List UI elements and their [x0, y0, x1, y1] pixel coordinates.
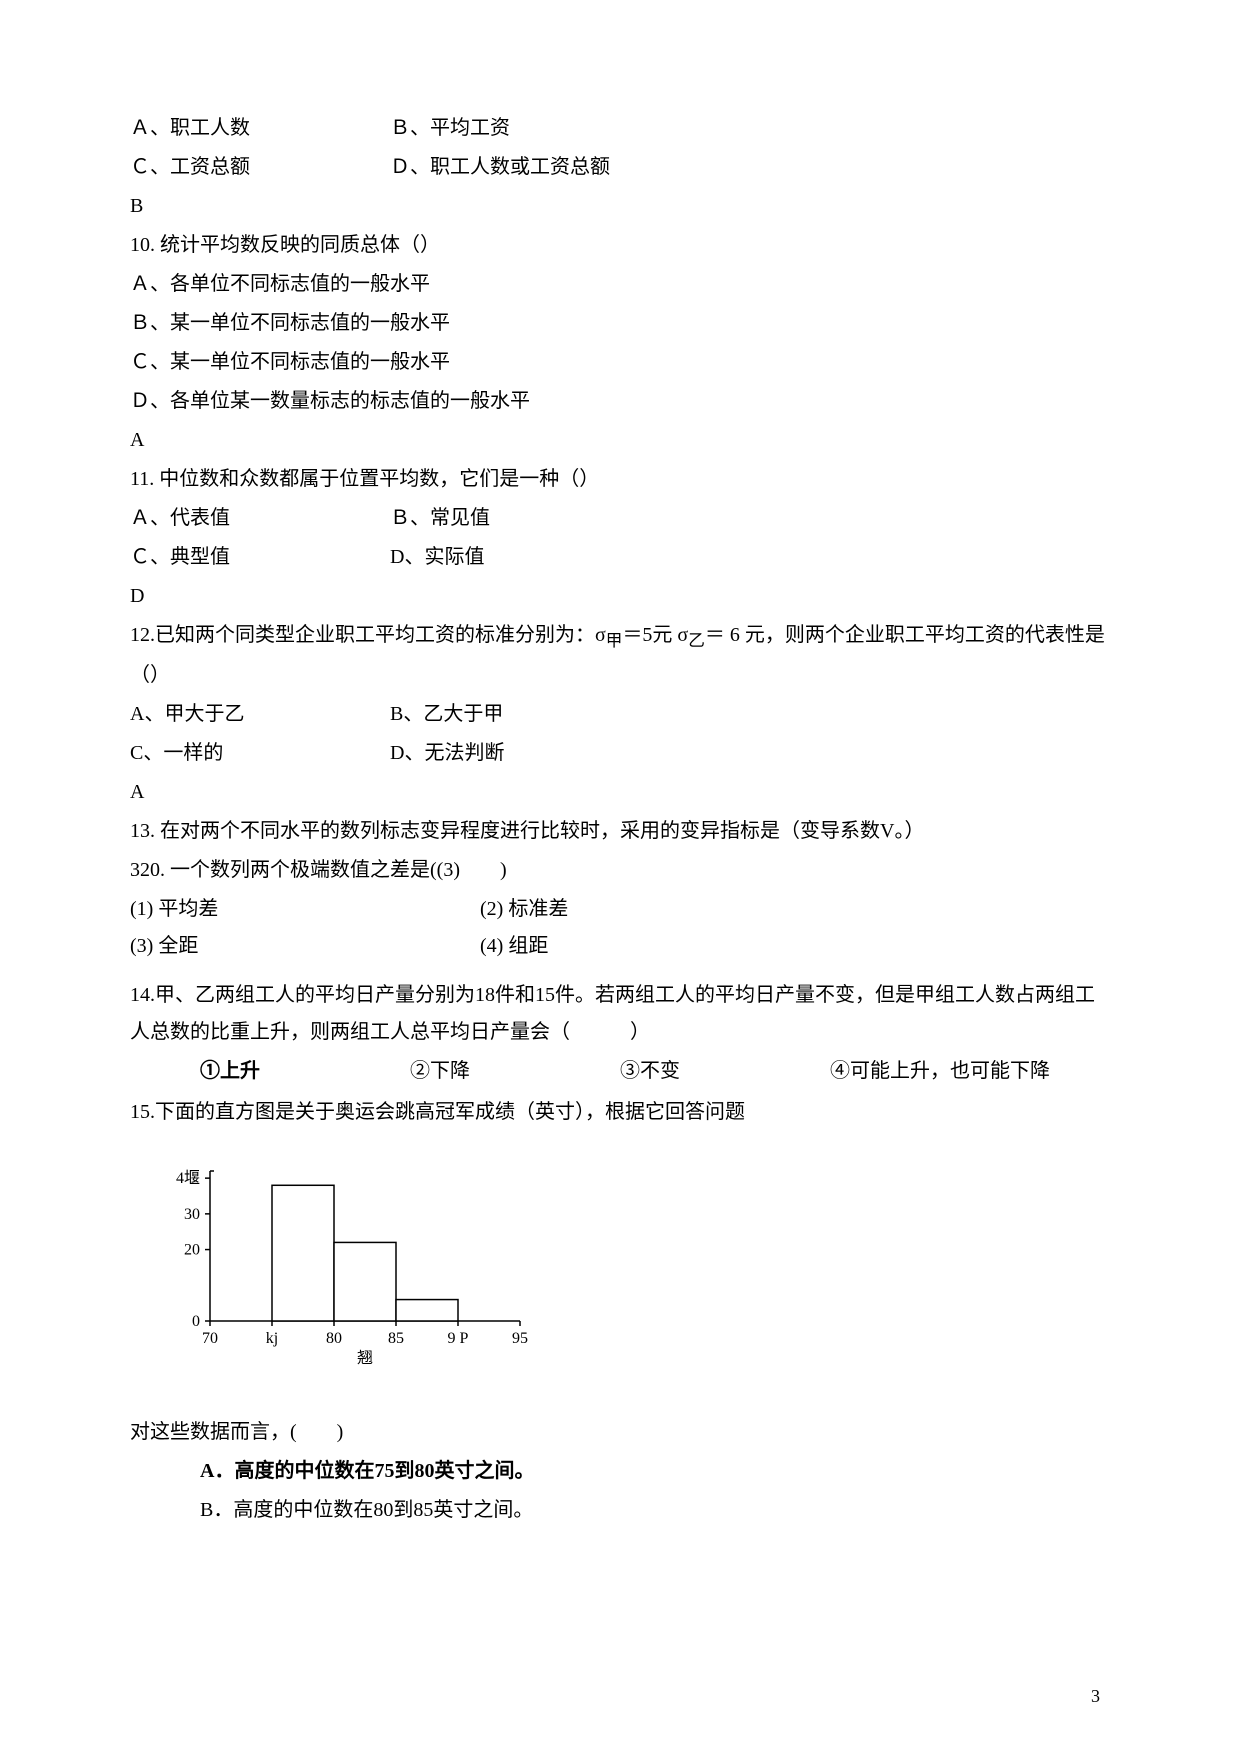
- q14-options: ①上升 ②下降 ③不变 ④可能上升，也可能下降: [130, 1053, 1110, 1090]
- svg-text:9 P: 9 P: [448, 1330, 469, 1347]
- q13-row1: (1) 平均差 (2) 标准差: [130, 891, 1110, 928]
- q12-opt-c: C、一样的: [130, 735, 390, 772]
- q14-opt4: ④可能上升，也可能下降: [830, 1053, 1110, 1090]
- q12-row2: C、一样的 D、无法判断: [130, 735, 1110, 772]
- q12-stem: 12.已知两个同类型企业职工平均工资的标准分别为：σ甲＝5元 σ乙＝ 6 元，则…: [130, 617, 1110, 694]
- q9-opt-a: Ａ、职工人数: [130, 110, 390, 147]
- q11-opt-b: Ｂ、常见值: [390, 500, 650, 537]
- q10-answer: A: [130, 422, 1110, 459]
- q9-opt-b: Ｂ、平均工资: [390, 110, 650, 147]
- q15-opt-a: A．高度的中位数在75到80英寸之间。: [130, 1453, 1110, 1490]
- q15-opt-b: B．高度的中位数在80到85英寸之间。: [130, 1492, 1110, 1529]
- q9-opt-c: Ｃ、工资总额: [130, 149, 390, 186]
- q14-opt1: ①上升: [200, 1053, 410, 1090]
- q10-opt-c: Ｃ、某一单位不同标志值的一般水平: [130, 344, 1110, 381]
- svg-text:95: 95: [512, 1330, 528, 1347]
- q15-prompt: 对这些数据而言，( ): [130, 1414, 1110, 1451]
- q11-answer: D: [130, 578, 1110, 615]
- q13-opt2: (2) 标准差: [480, 891, 1110, 928]
- q13-row2: (3) 全距 (4) 组距: [130, 928, 1110, 965]
- q12-answer: A: [130, 774, 1110, 811]
- histogram-svg: 0 20 30 4堰 70 kj 80 85 9 P 95 翘: [160, 1151, 540, 1371]
- svg-text:80: 80: [326, 1330, 342, 1347]
- q10-opt-b: Ｂ、某一单位不同标志值的一般水平: [130, 305, 1110, 342]
- q12-opt-b: B、乙大于甲: [390, 696, 650, 733]
- q13-opt1: (1) 平均差: [130, 891, 480, 928]
- q10-stem: 10. 统计平均数反映的同质总体（）: [130, 227, 1110, 264]
- q11-row2: Ｃ、典型值 D、实际值: [130, 539, 1110, 576]
- svg-text:85: 85: [388, 1330, 404, 1347]
- svg-text:0: 0: [192, 1313, 200, 1330]
- q15-stem: 15.下面的直方图是关于奥运会跳高冠军成绩（英寸），根据它回答问题: [130, 1094, 1110, 1131]
- histogram-chart: 0 20 30 4堰 70 kj 80 85 9 P 95 翘: [160, 1151, 1110, 1384]
- svg-text:70: 70: [202, 1330, 218, 1347]
- q9-row2: Ｃ、工资总额 Ｄ、职工人数或工资总额: [130, 149, 1110, 186]
- svg-text:20: 20: [184, 1241, 200, 1258]
- q12-opt-a: A、甲大于乙: [130, 696, 390, 733]
- q9-row1: Ａ、职工人数 Ｂ、平均工资: [130, 110, 1110, 147]
- q12-opt-d: D、无法判断: [390, 735, 650, 772]
- svg-text:4堰: 4堰: [176, 1169, 200, 1187]
- q11-row1: Ａ、代表值 Ｂ、常见值: [130, 500, 1110, 537]
- q12-row1: A、甲大于乙 B、乙大于甲: [130, 696, 1110, 733]
- q9-answer: B: [130, 188, 1110, 225]
- q11-opt-a: Ａ、代表值: [130, 500, 390, 537]
- page-number: 3: [1091, 1680, 1100, 1713]
- q11-opt-c: Ｃ、典型值: [130, 539, 390, 576]
- svg-text:翘: 翘: [357, 1349, 373, 1367]
- q14-stem: 14.甲、乙两组工人的平均日产量分别为18件和15件。若两组工人的平均日产量不变…: [130, 977, 1110, 1051]
- q10-opt-a: Ａ、各单位不同标志值的一般水平: [130, 266, 1110, 303]
- svg-text:30: 30: [184, 1206, 200, 1223]
- q10-opt-d: Ｄ、各单位某一数量标志的标志值的一般水平: [130, 383, 1110, 420]
- q13-stem: 13. 在对两个不同水平的数列标志变异程度进行比较时，采用的变异指标是（变导系数…: [130, 813, 1110, 850]
- q13-opt4: (4) 组距: [480, 928, 1110, 965]
- q14-opt2: ②下降: [410, 1053, 620, 1090]
- q13-sub: 320. 一个数列两个极端数值之差是((3) ): [130, 852, 1110, 889]
- svg-text:kj: kj: [266, 1330, 278, 1347]
- q13-opt3: (3) 全距: [130, 928, 480, 965]
- q14-opt3: ③不变: [620, 1053, 830, 1090]
- q11-stem: 11. 中位数和众数都属于位置平均数，它们是一种（）: [130, 461, 1110, 498]
- q11-opt-d: D、实际值: [390, 539, 650, 576]
- q9-opt-d: Ｄ、职工人数或工资总额: [390, 149, 650, 186]
